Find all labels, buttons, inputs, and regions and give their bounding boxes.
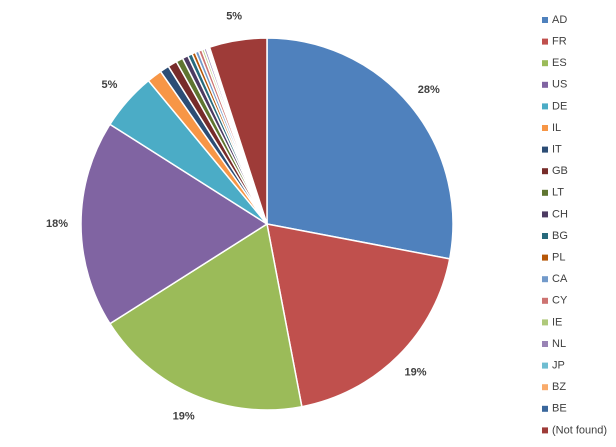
legend-swatch xyxy=(542,254,548,261)
legend-label: CY xyxy=(552,295,568,307)
legend-label: IL xyxy=(552,122,561,134)
legend-label: US xyxy=(552,79,567,91)
legend-swatch xyxy=(542,189,548,196)
legend-swatch xyxy=(542,362,548,369)
legend-swatch xyxy=(542,17,548,23)
legend-swatch xyxy=(542,81,548,88)
legend-swatch xyxy=(542,146,548,153)
value-label: 19% xyxy=(173,411,195,423)
legend-swatch xyxy=(542,384,548,391)
legend-label: FR xyxy=(552,36,567,48)
legend-swatch xyxy=(542,297,548,304)
legend-swatch xyxy=(542,319,548,326)
legend-swatch xyxy=(542,341,548,347)
legend-label: IE xyxy=(552,316,562,328)
legend-label: BZ xyxy=(552,381,566,393)
legend-label: NL xyxy=(552,338,566,350)
legend-label: DE xyxy=(552,100,567,112)
legend-swatch xyxy=(542,60,548,67)
value-label: 19% xyxy=(404,366,426,378)
pie-slice xyxy=(80,123,269,325)
legend-swatch xyxy=(542,211,548,218)
legend-label: (Not found) xyxy=(552,424,607,436)
legend-label: AD xyxy=(552,14,567,26)
value-label: 5% xyxy=(102,79,118,91)
pie-slice xyxy=(108,222,303,411)
value-label: 18% xyxy=(46,218,68,230)
legend-label: BG xyxy=(552,230,568,242)
legend-swatch xyxy=(542,405,548,412)
legend-swatch xyxy=(542,276,548,283)
legend-label: GB xyxy=(552,165,568,177)
legend-label: ES xyxy=(552,57,567,69)
legend-label: CA xyxy=(552,273,568,285)
legend-swatch xyxy=(542,427,548,434)
legend-swatch xyxy=(542,38,548,45)
pie-slice xyxy=(266,223,451,408)
legend-label: JP xyxy=(552,360,565,372)
legend-label: CH xyxy=(552,208,568,220)
legend-swatch xyxy=(542,233,548,239)
legend-label: BE xyxy=(552,403,567,415)
legend-label: IT xyxy=(552,144,562,156)
legend-label: PL xyxy=(552,252,565,264)
legend-swatch xyxy=(542,168,548,175)
legend-swatch xyxy=(542,125,548,131)
pie-slice xyxy=(208,37,268,225)
legend-swatch xyxy=(542,103,548,110)
value-label: 5% xyxy=(226,10,242,22)
value-label: 28% xyxy=(418,84,440,96)
pie-slice xyxy=(266,37,454,260)
legend-label: LT xyxy=(552,187,564,199)
